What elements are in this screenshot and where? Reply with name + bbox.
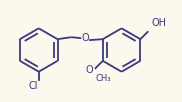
Text: OH: OH (151, 18, 166, 28)
Text: O: O (81, 33, 89, 43)
Text: O: O (85, 65, 93, 75)
Text: Cl: Cl (28, 81, 38, 91)
Text: CH₃: CH₃ (96, 74, 111, 83)
